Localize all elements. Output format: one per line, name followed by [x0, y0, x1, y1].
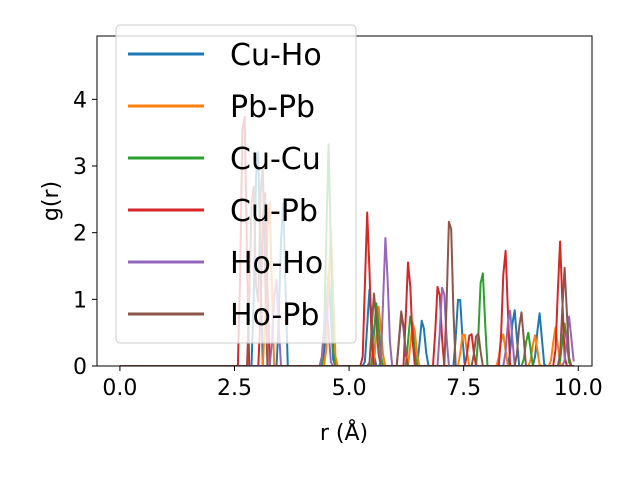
- legend: Cu-Ho Pb-Pb Cu-Cu Cu-Pb Ho-Ho Ho-Pb: [115, 24, 357, 344]
- y-tick-label: 1: [73, 288, 87, 313]
- series-line-pb-pb: [119, 201, 574, 366]
- legend-label-pb-pb: Pb-Pb: [230, 90, 315, 125]
- y-tick-label: 2: [73, 222, 87, 247]
- y-tick-label: 3: [73, 155, 87, 180]
- legend-label-ho-ho: Ho-Ho: [230, 246, 323, 281]
- y-tick-label: 4: [73, 88, 87, 113]
- x-axis-label: r (Å): [320, 419, 368, 446]
- x-tick-label: 7.5: [446, 376, 481, 401]
- series-group: [119, 115, 575, 366]
- x-tick-label: 2.5: [217, 376, 252, 401]
- x-tick-label: 5.0: [332, 376, 367, 401]
- x-tick-label: 10.0: [554, 376, 603, 401]
- x-tick-label: 0.0: [102, 376, 137, 401]
- legend-label-ho-pb: Ho-Pb: [230, 298, 319, 333]
- y-tick-label: 0: [73, 355, 87, 380]
- legend-label-cu-ho: Cu-Ho: [230, 38, 322, 73]
- legend-label-cu-cu: Cu-Cu: [230, 142, 321, 177]
- y-axis-label: g(r): [39, 181, 64, 221]
- legend-label-cu-pb: Cu-Pb: [230, 194, 318, 229]
- y-axis-ticks: 0 1 2 3 4: [73, 88, 97, 380]
- x-axis-ticks: 0.0 2.5 5.0 7.5 10.0: [102, 366, 603, 401]
